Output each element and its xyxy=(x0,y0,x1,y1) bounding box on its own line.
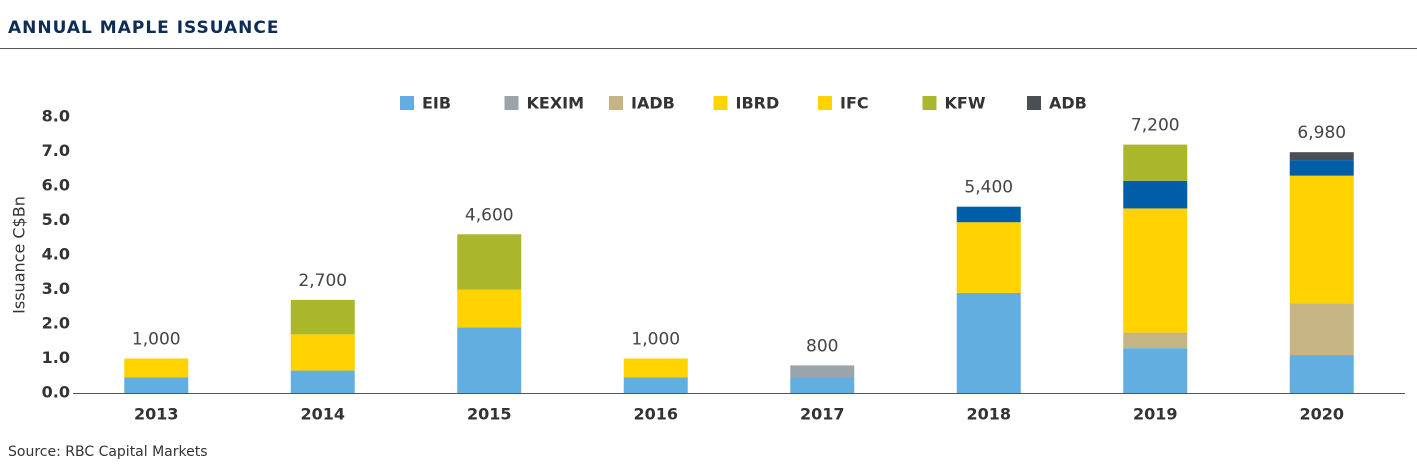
total-label: 7,200 xyxy=(1131,116,1180,136)
bar-segment xyxy=(124,358,189,378)
bar-segment xyxy=(956,222,1021,293)
bar-segment xyxy=(457,289,522,328)
total-label: 2,700 xyxy=(298,271,347,291)
bar-segment xyxy=(790,365,855,378)
total-label: 1,000 xyxy=(631,330,680,350)
bar-segment xyxy=(124,377,189,393)
legend-swatch xyxy=(400,96,414,110)
bar-segment xyxy=(290,299,355,335)
bar-segment xyxy=(1289,303,1354,356)
source: Source: RBC Capital Markets xyxy=(8,444,208,460)
y-tick-label: 7.0 xyxy=(42,141,70,160)
legend-swatch xyxy=(713,96,728,110)
bar-segment xyxy=(290,334,355,371)
x-tick-label: 2014 xyxy=(300,405,345,424)
bar-segment xyxy=(1123,180,1188,209)
x-tick-label: 2015 xyxy=(467,405,512,424)
total-label: 4,600 xyxy=(465,205,514,225)
bar-segment xyxy=(1289,160,1354,176)
bar-segment xyxy=(623,358,688,378)
total-label: 5,400 xyxy=(964,178,1013,198)
bar-segment xyxy=(1123,348,1188,393)
y-tick-label: 3.0 xyxy=(42,279,70,298)
legend-label: IFC xyxy=(840,94,869,113)
bar-segment xyxy=(1123,144,1188,181)
x-tick-label: 2019 xyxy=(1133,405,1178,424)
legend-label: IADB xyxy=(631,94,675,113)
bar-segment xyxy=(956,292,1021,393)
y-tick-label: 6.0 xyxy=(42,176,70,195)
legend-swatch xyxy=(1027,96,1041,110)
legend-swatch xyxy=(609,96,623,110)
x-tick-label: 2017 xyxy=(800,405,845,424)
x-tick-label: 2018 xyxy=(966,405,1011,424)
x-tick-label: 2020 xyxy=(1299,405,1344,424)
x-tick-label: 2013 xyxy=(134,405,179,424)
legend-swatch xyxy=(922,96,937,110)
bar-segment xyxy=(290,370,355,393)
total-label: 6,980 xyxy=(1297,123,1346,143)
x-tick-label: 2016 xyxy=(633,405,678,424)
total-label: 800 xyxy=(806,336,838,356)
bar-segment xyxy=(1289,152,1354,161)
legend-label: KFW xyxy=(945,94,986,113)
y-axis-label: Issuance C$Bn xyxy=(10,196,29,314)
legend-label: EIB xyxy=(422,94,451,113)
bar-segment xyxy=(790,377,855,393)
y-tick-label: 8.0 xyxy=(42,107,70,126)
y-tick-label: 1.0 xyxy=(42,348,70,367)
bar-segment xyxy=(1123,208,1188,333)
y-tick-label: 5.0 xyxy=(42,210,70,229)
bar-segment xyxy=(1289,355,1354,393)
bar-segment xyxy=(956,206,1021,223)
legend-label: KEXIM xyxy=(527,94,585,113)
bar-segment xyxy=(457,234,522,290)
bar-segment xyxy=(1123,332,1188,349)
y-tick-label: 0.0 xyxy=(42,383,70,402)
legend-label: IBRD xyxy=(736,94,780,113)
y-tick-label: 2.0 xyxy=(42,314,70,333)
chart-title: ANNUAL MAPLE ISSUANCE xyxy=(8,18,280,38)
legend-label: ADB xyxy=(1049,94,1087,113)
y-tick-label: 4.0 xyxy=(42,245,70,264)
legend-swatch xyxy=(504,96,519,110)
legend-swatch xyxy=(818,96,832,110)
bar-segment xyxy=(1289,175,1354,304)
bar-segment xyxy=(457,327,522,393)
bar-segment xyxy=(623,377,688,393)
total-label: 1,000 xyxy=(132,330,181,350)
